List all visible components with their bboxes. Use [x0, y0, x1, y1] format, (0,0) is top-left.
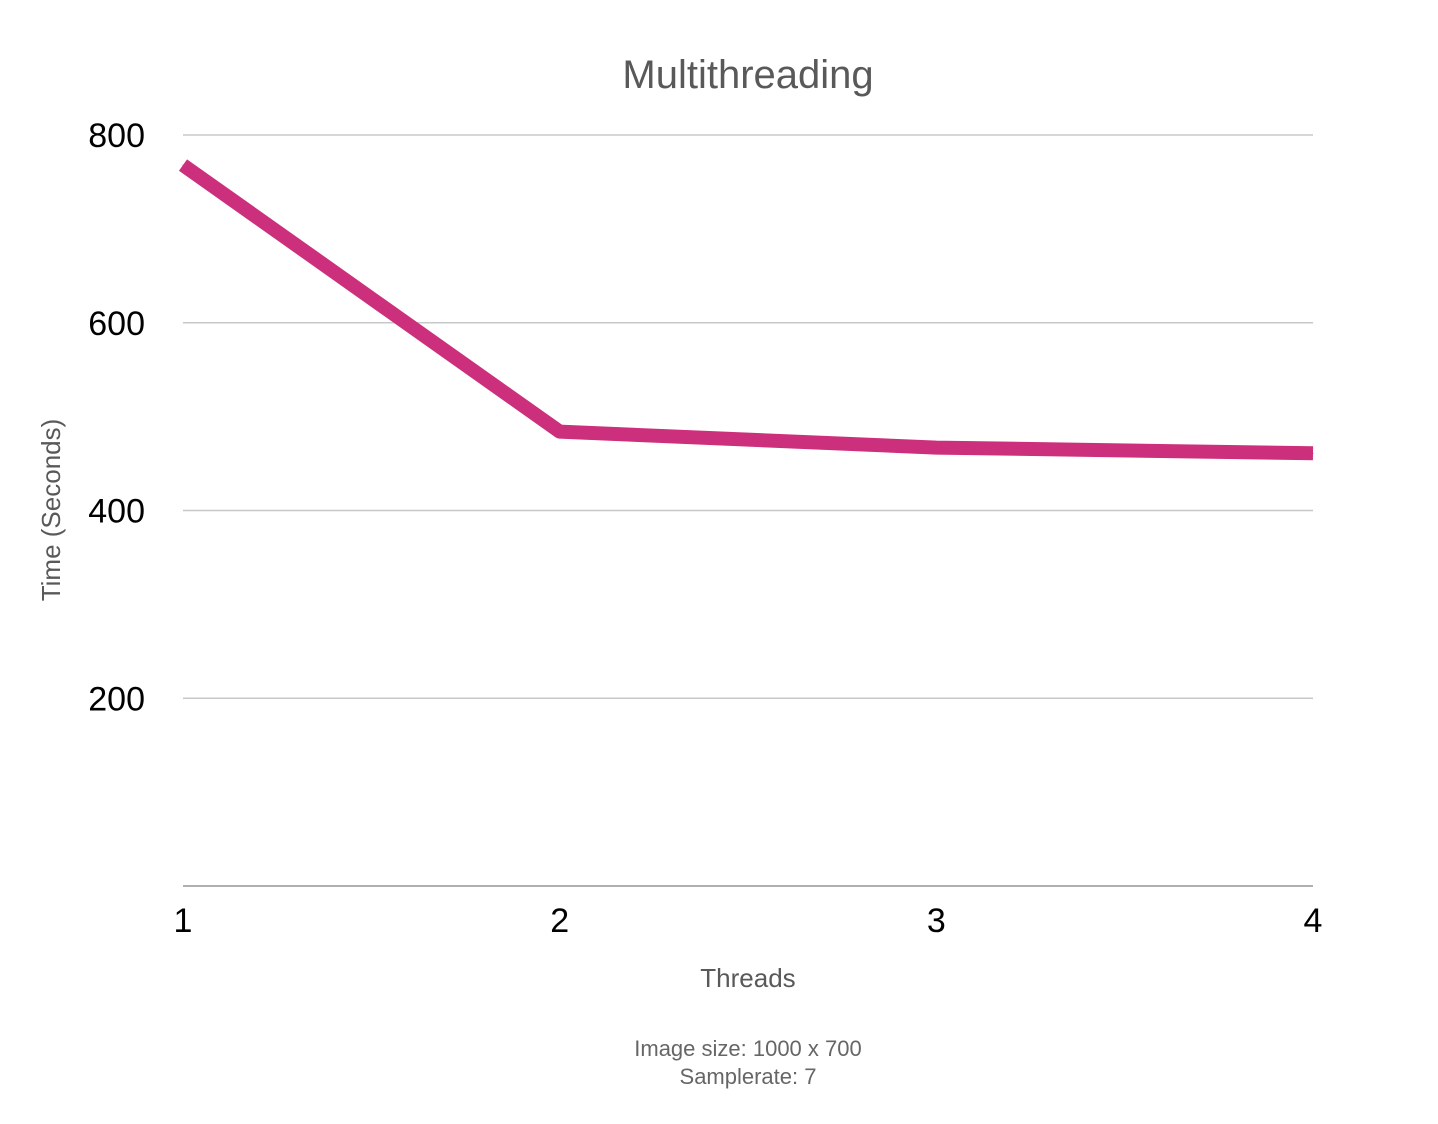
- samplerate-note: Samplerate: 7: [680, 1064, 817, 1089]
- y-tick-label: 400: [88, 493, 145, 531]
- y-tick-label: 200: [88, 680, 145, 718]
- x-axis-label: Threads: [700, 963, 795, 993]
- data-point: [1312, 452, 1314, 454]
- x-tick-label: 4: [1304, 902, 1323, 940]
- x-axis-ticks: 1 2 3 4: [174, 902, 1323, 940]
- chart-title: Multithreading: [622, 53, 873, 97]
- x-tick-label: 2: [550, 902, 569, 940]
- y-tick-label: 600: [88, 305, 145, 343]
- y-axis-label: Time (Seconds): [36, 419, 66, 602]
- y-axis-ticks: 200 400 600 800: [88, 117, 145, 718]
- data-point: [182, 164, 184, 166]
- image-size-note: Image size: 1000 x 700: [634, 1036, 861, 1061]
- series-layer: [178, 159, 1314, 461]
- series-line-0: [178, 159, 1314, 461]
- data-point: [935, 447, 937, 449]
- data-point: [559, 431, 561, 433]
- y-tick-label: 800: [88, 117, 145, 155]
- x-tick-label: 3: [927, 902, 946, 940]
- x-tick-label: 1: [174, 902, 193, 940]
- grid-lines: [183, 134, 1313, 887]
